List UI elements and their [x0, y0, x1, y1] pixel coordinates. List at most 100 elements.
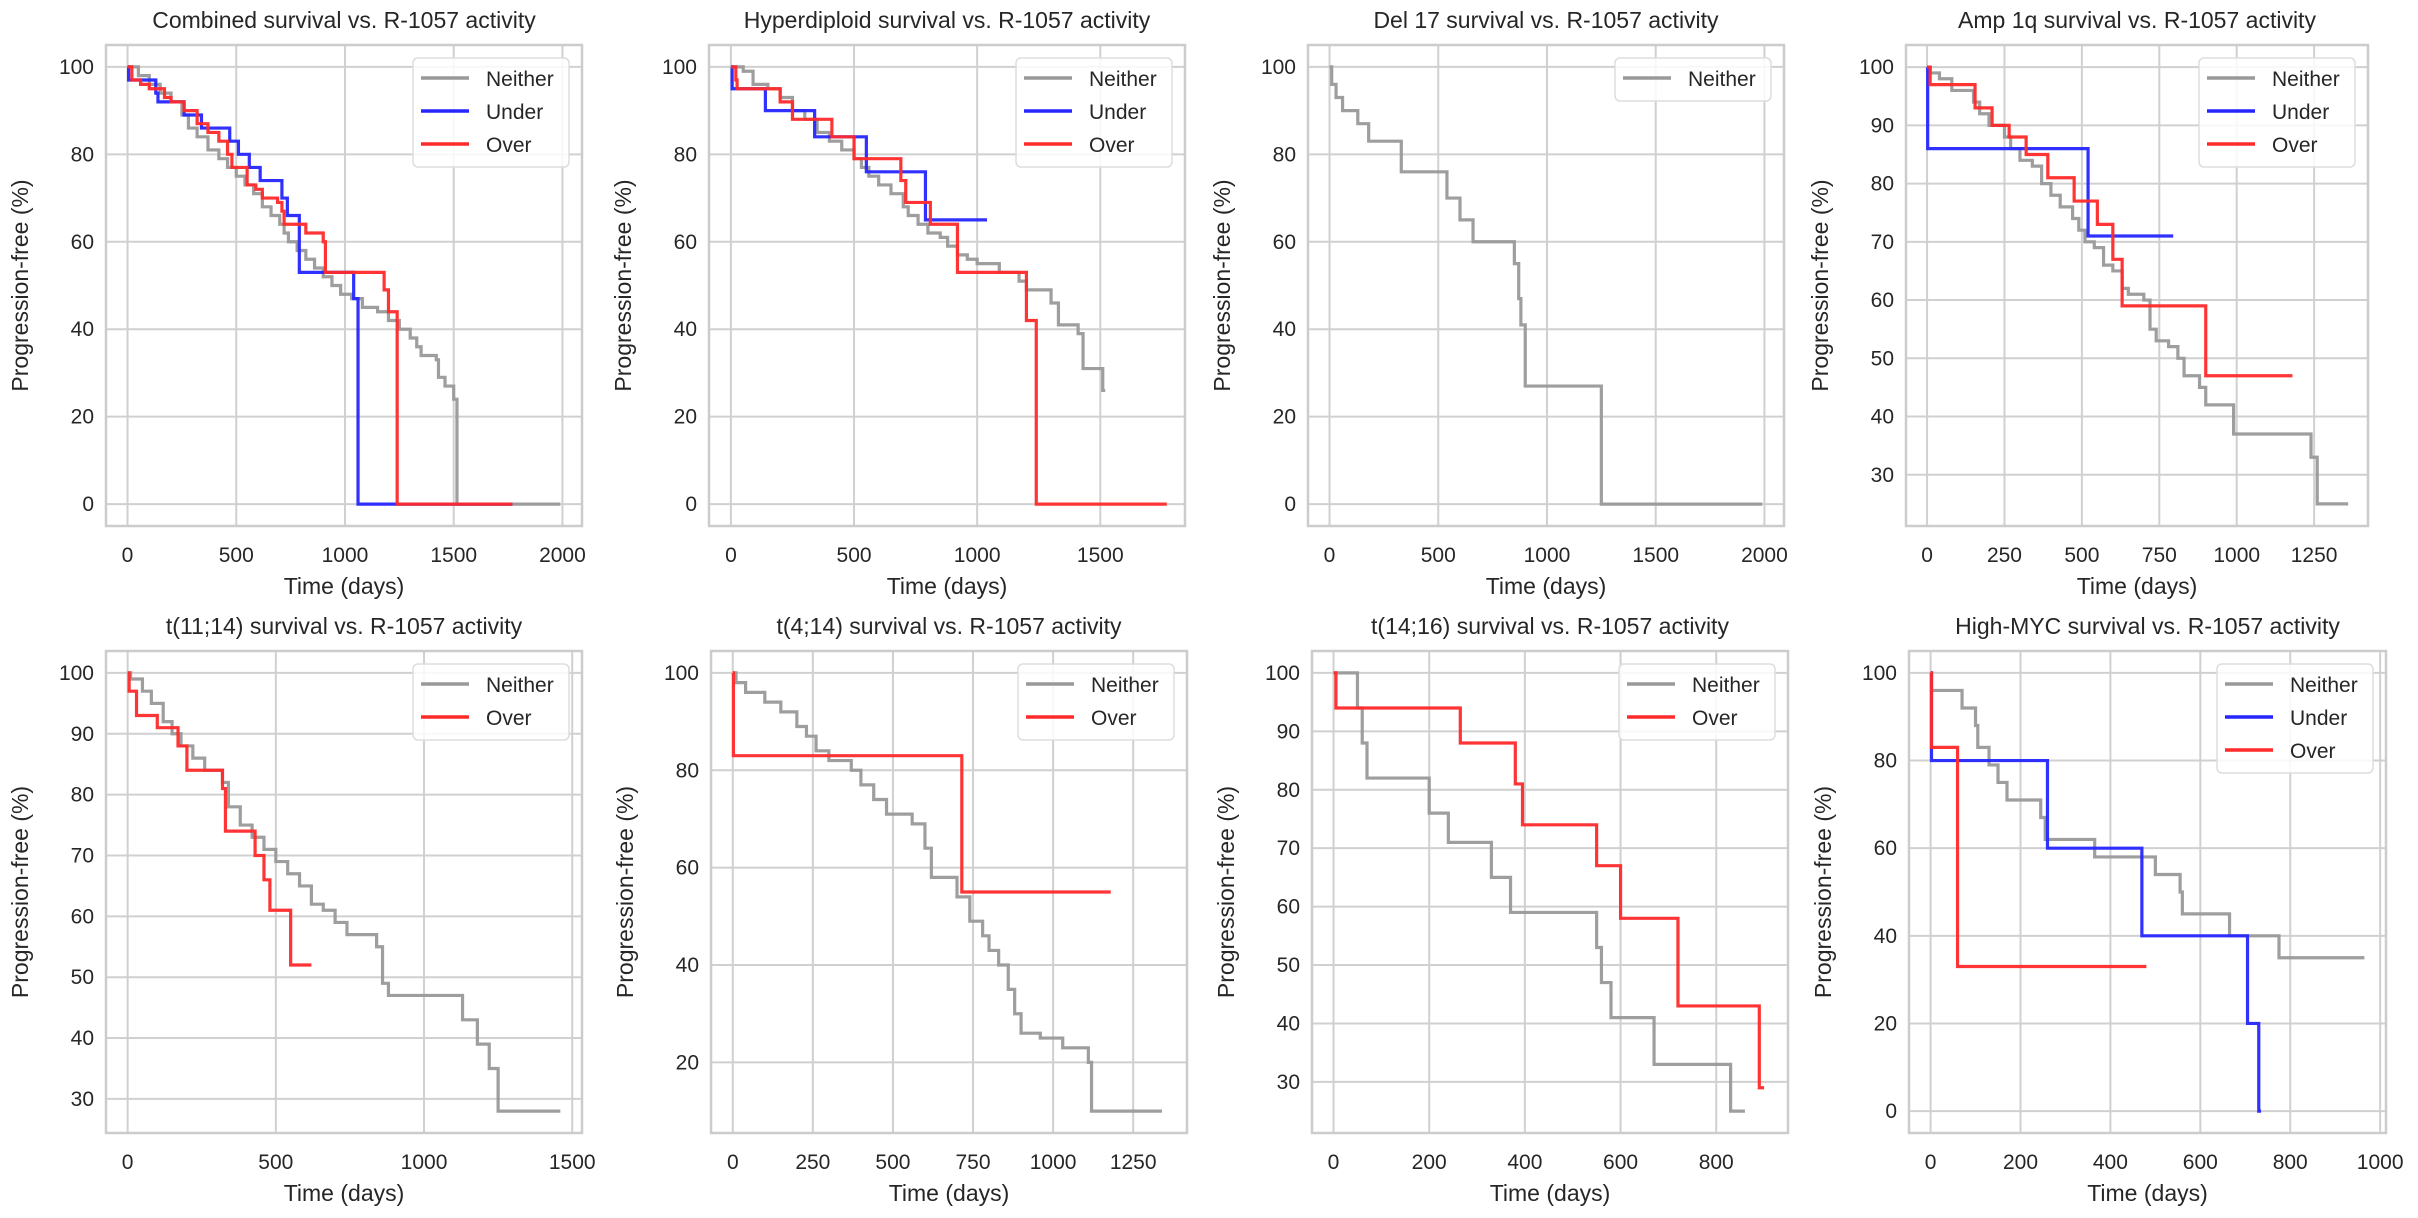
series-line-neither — [1333, 671, 1745, 1113]
x-tick-label: 2000 — [1741, 544, 1788, 567]
y-tick-label: 60 — [1874, 837, 1897, 860]
y-tick-label: 100 — [664, 662, 699, 685]
y-tick-label: 80 — [71, 143, 94, 166]
legend: Neither Over — [1618, 663, 1776, 741]
x-tick-label: 0 — [1925, 1151, 1937, 1174]
legend-label: Neither — [1688, 68, 1756, 91]
x-tick-label: 1000 — [1524, 544, 1571, 567]
series-line-under — [730, 65, 988, 222]
x-tick-label: 750 — [2142, 544, 2177, 567]
y-tick-label: 30 — [71, 1088, 94, 1111]
x-tick-label: 500 — [258, 1151, 293, 1174]
legend: Neither Under Over — [2198, 57, 2356, 168]
chart-title: Del 17 survival vs. R-1057 activity — [1373, 7, 1719, 33]
series-line-under — [1929, 671, 2262, 1113]
legend: Neither Under Over — [412, 57, 570, 168]
legend: Neither Under Over — [1015, 57, 1173, 168]
legend-box — [412, 57, 570, 168]
legend-label: Neither — [486, 674, 554, 697]
x-tick-label: 0 — [725, 544, 737, 567]
series-line-over — [127, 671, 312, 967]
y-tick-label: 40 — [1874, 925, 1897, 948]
legend-label: Over — [486, 134, 532, 157]
x-axis-label: Time (days) — [2087, 1180, 2208, 1206]
y-tick-label: 20 — [1874, 1012, 1897, 1035]
subplot-2: 0 500 1000 1500 0 20 40 60 80 100 Hyperdiploid sur… — [610, 7, 1187, 599]
legend-label: Neither — [486, 68, 554, 91]
y-tick-label: 0 — [685, 493, 697, 516]
series-line-neither — [1927, 65, 2349, 506]
legend: Neither Over — [412, 663, 570, 741]
y-tick-label: 50 — [1871, 347, 1894, 370]
legend-label: Over — [486, 707, 532, 730]
axes-frame — [709, 649, 1189, 1135]
x-tick-label: 200 — [1412, 1151, 1447, 1174]
legend-label: Neither — [1091, 674, 1159, 697]
y-tick-label: 100 — [1862, 662, 1897, 685]
x-tick-label: 1250 — [2291, 544, 2338, 567]
x-tick-label: 0 — [122, 544, 134, 567]
series-line-neither — [127, 671, 561, 1113]
y-axis-label: Progression-free (%) — [610, 179, 636, 391]
x-tick-label: 1500 — [549, 1151, 596, 1174]
x-tick-label: 1250 — [1110, 1151, 1157, 1174]
legend-label: Neither — [1089, 68, 1157, 91]
y-tick-label: 40 — [71, 1027, 94, 1050]
chart-title: t(11;14) survival vs. R-1057 activity — [166, 613, 523, 639]
chart-title: t(14;16) survival vs. R-1057 activity — [1371, 613, 1729, 639]
x-tick-label: 600 — [2183, 1151, 2218, 1174]
legend-label: Under — [1089, 101, 1146, 124]
y-tick-label: 80 — [1871, 173, 1894, 196]
y-tick-label: 40 — [71, 318, 94, 341]
legend-label: Over — [2290, 740, 2336, 763]
y-axis-label: Progression-free (%) — [7, 786, 33, 998]
legend: Neither Over — [1017, 663, 1175, 741]
x-axis-label: Time (days) — [889, 1180, 1010, 1206]
y-tick-label: 60 — [71, 905, 94, 928]
x-tick-label: 800 — [1699, 1151, 1734, 1174]
subplot-7: 0 200 400 600 800 30 40 50 60 70 80 90 100 t(14;16) s… — [1213, 613, 1790, 1206]
series-line-over — [730, 65, 1167, 506]
y-tick-label: 80 — [1874, 750, 1897, 773]
x-tick-label: 0 — [1328, 1151, 1340, 1174]
y-tick-label: 0 — [1284, 493, 1296, 516]
y-tick-label: 80 — [1273, 143, 1296, 166]
x-tick-label: 400 — [2093, 1151, 2128, 1174]
y-tick-label: 70 — [1871, 231, 1894, 254]
axes-frame — [707, 43, 1187, 528]
y-tick-label: 90 — [1277, 720, 1300, 743]
subplot-1: 0 500 1000 1500 2000 0 20 40 60 80 100 Combined sur… — [7, 7, 586, 599]
subplot-4: 0 250 500 750 1000 1250 30 40 50 60 70 80 90 100 Amp 1… — [1807, 7, 2370, 599]
series-line-neither — [1329, 65, 1763, 506]
legend-label: Over — [1692, 707, 1738, 730]
series-line-neither — [127, 65, 561, 506]
y-tick-label: 60 — [71, 231, 94, 254]
x-tick-label: 0 — [1921, 544, 1933, 567]
legend-box — [1015, 57, 1173, 168]
x-tick-label: 250 — [795, 1151, 830, 1174]
x-tick-label: 750 — [956, 1151, 991, 1174]
series-line-over — [1927, 65, 2293, 378]
y-tick-label: 80 — [1277, 779, 1300, 802]
y-axis-label: Progression-free (%) — [1209, 179, 1235, 391]
x-axis-label: Time (days) — [2077, 573, 2198, 599]
legend-label: Over — [2272, 134, 2318, 157]
x-tick-label: 1000 — [954, 544, 1001, 567]
y-tick-label: 20 — [71, 406, 94, 429]
y-tick-label: 60 — [1871, 289, 1894, 312]
x-tick-label: 500 — [2064, 544, 2099, 567]
legend-label: Over — [1091, 707, 1137, 730]
y-tick-label: 50 — [71, 966, 94, 989]
x-tick-label: 500 — [219, 544, 254, 567]
chart-title: Amp 1q survival vs. R-1057 activity — [1958, 7, 2316, 33]
chart-title: Hyperdiploid survival vs. R-1057 activit… — [744, 7, 1151, 33]
axes-frame — [1904, 43, 2370, 528]
legend-label: Under — [2290, 707, 2347, 730]
legend-label: Over — [1089, 134, 1135, 157]
y-tick-label: 100 — [1859, 56, 1894, 79]
x-axis-label: Time (days) — [284, 1180, 405, 1206]
x-axis-label: Time (days) — [284, 573, 405, 599]
y-axis-label: Progression-free (%) — [1810, 786, 1836, 998]
x-tick-label: 1000 — [322, 544, 369, 567]
